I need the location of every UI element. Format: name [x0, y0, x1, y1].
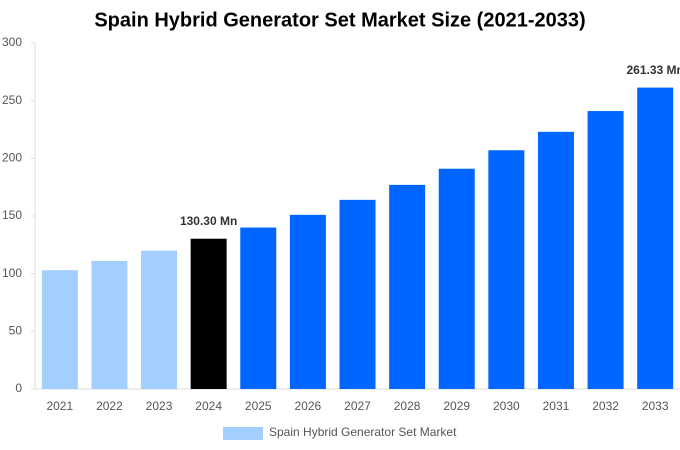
- x-tick-label: 2028: [394, 399, 421, 413]
- x-tick-label: 2030: [493, 399, 520, 413]
- x-tick-label: 2024: [195, 399, 222, 413]
- bar: [41, 270, 78, 389]
- bar: [141, 250, 178, 389]
- x-tick-label: 2022: [96, 399, 123, 413]
- y-tick-label: 50: [9, 324, 23, 338]
- x-tick-label: 2032: [592, 399, 619, 413]
- x-tick-label: 2021: [46, 399, 73, 413]
- bar: [389, 184, 426, 389]
- x-tick-label: 2031: [543, 399, 570, 413]
- legend-label: Spain Hybrid Generator Set Market: [269, 425, 457, 439]
- bar: [190, 238, 227, 389]
- bar: [91, 260, 128, 389]
- y-tick-label: 0: [15, 381, 22, 395]
- legend-swatch: [223, 427, 263, 440]
- x-tick-label: 2026: [295, 399, 322, 413]
- x-tick-label: 2029: [443, 399, 470, 413]
- value-label: 261.33 Mn: [627, 63, 680, 77]
- chart-title: Spain Hybrid Generator Set Market Size (…: [94, 9, 585, 31]
- y-tick-label: 250: [2, 93, 22, 107]
- y-tick-label: 150: [2, 208, 22, 222]
- bar: [438, 168, 475, 389]
- bar: [339, 199, 376, 389]
- bar: [488, 150, 525, 389]
- bar: [240, 227, 277, 389]
- bar: [537, 131, 574, 389]
- x-tick-label: 2033: [642, 399, 669, 413]
- y-tick-label: 300: [2, 35, 22, 49]
- y-tick-label: 200: [2, 151, 22, 165]
- y-tick-label: 100: [2, 266, 22, 280]
- bar: [637, 87, 674, 390]
- value-label: 130.30 Mn: [180, 214, 237, 228]
- x-tick-label: 2025: [245, 399, 272, 413]
- bar: [289, 214, 326, 389]
- x-tick-label: 2023: [146, 399, 173, 413]
- bar: [587, 111, 624, 390]
- x-tick-label: 2027: [344, 399, 371, 413]
